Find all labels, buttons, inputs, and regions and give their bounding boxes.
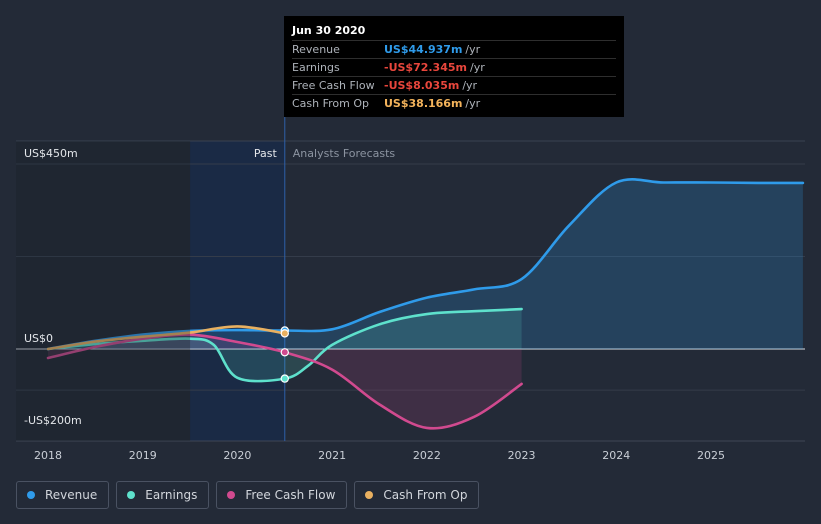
legend-dot-icon — [365, 491, 374, 499]
chart-grid — [16, 117, 805, 442]
series-line-revenue — [46, 178, 805, 351]
legend-item-earnings[interactable]: Earnings — [116, 481, 210, 509]
tooltip-row-earnings: Earnings -US$72.345m /yr — [292, 58, 616, 76]
legend-item-revenue[interactable]: Revenue — [16, 481, 110, 509]
tooltip-row-cash-from-op: Cash From Op US$38.166m /yr — [292, 94, 616, 112]
y-tick-label: US$0 — [24, 332, 53, 345]
legend-label: Cash From Op — [383, 488, 468, 502]
past-dim-overlay — [16, 141, 191, 441]
tooltip-row-revenue: Revenue US$44.937m /yr — [292, 40, 616, 58]
x-tick-label: 2020 — [223, 449, 251, 462]
tooltip-value: -US$8.035m — [384, 79, 460, 92]
tooltip: Jun 30 2020 Revenue US$44.937m /yr Earni… — [284, 16, 624, 117]
tooltip-label: Free Cash Flow — [292, 79, 375, 92]
marker-cash-from-op — [280, 329, 289, 338]
tooltip-label: Cash From Op — [292, 97, 370, 110]
tooltip-value: US$38.166m — [384, 97, 463, 110]
past-highlight-band — [190, 141, 285, 441]
marker-free-cash-flow — [280, 348, 289, 357]
legend-label: Free Cash Flow — [245, 488, 336, 502]
forecast-label: Analysts Forecasts — [293, 147, 396, 160]
tooltip-unit: /yr — [465, 97, 481, 110]
x-tick-label: 2021 — [318, 449, 346, 462]
tooltip-value: US$44.937m — [384, 43, 463, 56]
y-tick-label: US$450m — [24, 147, 78, 160]
area-revenue — [48, 179, 803, 349]
legend-dot-icon — [27, 491, 35, 499]
tooltip-label: Earnings — [292, 61, 340, 74]
area-earnings — [48, 309, 522, 382]
marker-earnings — [280, 374, 289, 383]
chart-markers — [16, 141, 289, 441]
chart-labels: US$450m US$0 -US$200m 2018 2019 2020 2021 2022 2… — [24, 147, 725, 462]
tooltip-unit: /yr — [465, 43, 481, 56]
tooltip-date: Jun 30 2020 — [292, 24, 366, 37]
x-tick-label: 2018 — [34, 449, 62, 462]
legend-item-cash-from-op[interactable]: Cash From Op — [354, 481, 480, 509]
x-tick-label: 2019 — [129, 449, 157, 462]
legend-dot-icon — [127, 491, 136, 499]
legend-dot-icon — [227, 491, 236, 499]
tooltip-unit: /yr — [462, 79, 478, 92]
past-band — [16, 141, 191, 441]
tooltip-row-free-cash-flow: Free Cash Flow -US$8.035m /yr — [292, 76, 616, 94]
legend-label: Revenue — [45, 488, 98, 502]
past-label: Past — [254, 147, 278, 160]
chart-bands — [16, 141, 285, 441]
y-tick-label: -US$200m — [24, 414, 82, 427]
x-tick-label: 2022 — [413, 449, 441, 462]
x-tick-label: 2023 — [508, 449, 536, 462]
series-line-cash-from-op — [46, 325, 287, 351]
chart-legend: Revenue Earnings Free Cash Flow Cash Fro… — [16, 481, 480, 509]
x-tick-label: 2025 — [697, 449, 725, 462]
x-tick-label: 2024 — [602, 449, 630, 462]
tooltip-unit: /yr — [469, 61, 485, 74]
tooltip-value: -US$72.345m — [384, 61, 467, 74]
area-free-cash-flow — [48, 334, 522, 429]
legend-item-free-cash-flow[interactable]: Free Cash Flow — [216, 481, 348, 509]
chart-fills — [48, 179, 803, 429]
tooltip-label: Revenue — [292, 43, 340, 56]
legend-label: Earnings — [145, 488, 198, 502]
